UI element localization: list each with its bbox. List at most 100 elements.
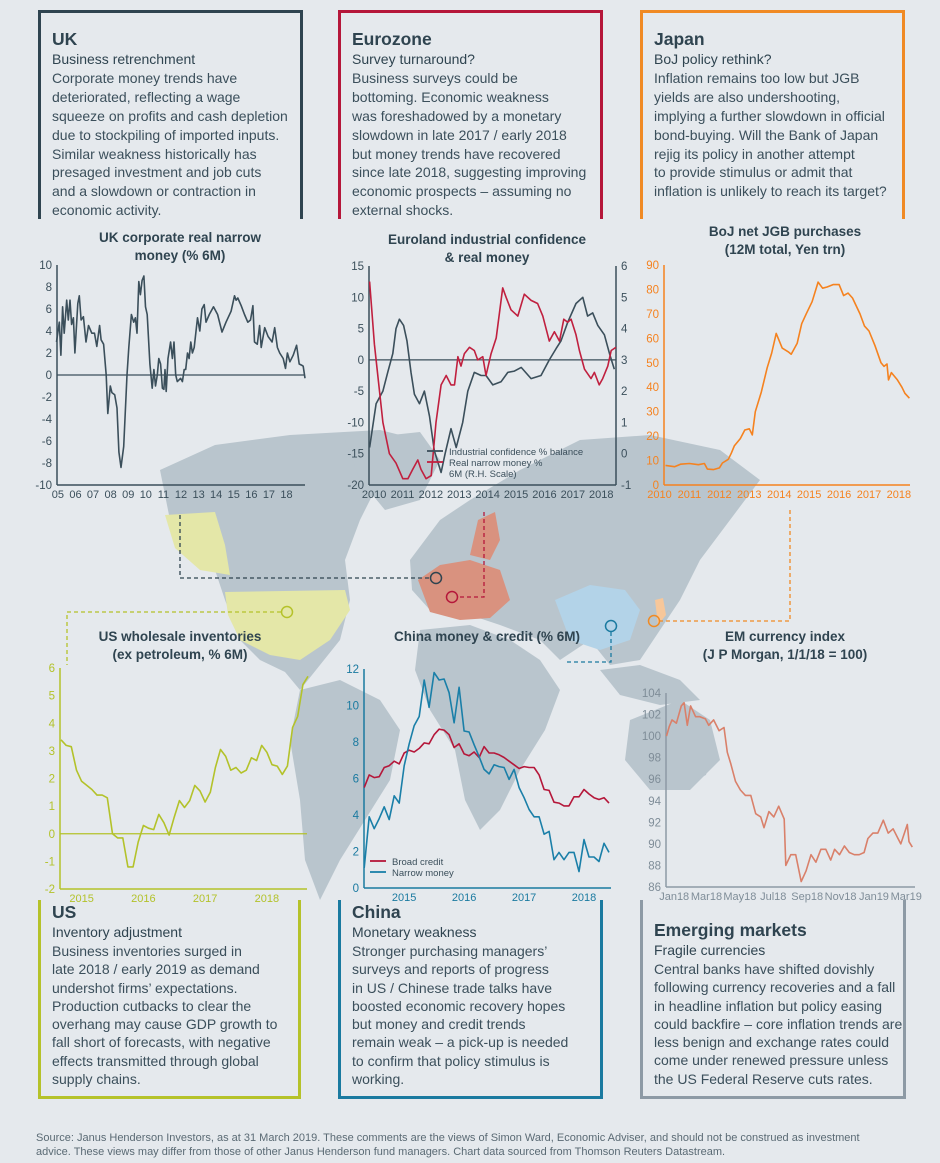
uk-marker-icon xyxy=(429,571,443,585)
y-tick-label: 10 xyxy=(39,260,52,272)
body-line: Business inventories surged in xyxy=(52,943,242,959)
y-tick-label: 2 xyxy=(353,847,359,859)
x-tick-label: 15 xyxy=(228,489,240,501)
body-line: but money and credit trends xyxy=(352,1016,526,1033)
y-tick-label: -2 xyxy=(45,884,55,896)
japan-series-line-0 xyxy=(665,281,910,471)
japan-chart: BoJ net JGB purchases (12M total, Yen trn… xyxy=(646,224,911,501)
body-line: undershot firms’ expectations. xyxy=(52,979,238,996)
y-tick-label: 10 xyxy=(346,701,359,713)
body-line: but money trends have recovered xyxy=(352,145,561,162)
y-tick-label: 70 xyxy=(646,309,659,321)
y-tick-label: 80 xyxy=(646,284,659,296)
africa xyxy=(415,625,560,830)
body-line: squeeze on profits and cash depletion xyxy=(52,107,288,124)
china-series-line-0 xyxy=(363,728,610,807)
em-chart: EM currency index (J P Morgan, 1/1/18 = 1… xyxy=(642,629,922,903)
em-heading: Emerging markets xyxy=(654,920,807,940)
body-line: in US / Chinese trade talks have xyxy=(352,979,552,996)
y-tick-label: 12 xyxy=(346,664,359,676)
y-tick-label: -2 xyxy=(42,392,52,404)
eurozone-chart: Euroland industrial confidence & real mon… xyxy=(347,232,631,501)
body-line: economic activity. xyxy=(52,202,162,219)
southeast-asia xyxy=(600,665,700,705)
body-line: supply chains. xyxy=(52,1071,141,1088)
north-america xyxy=(160,430,420,690)
chart-title: (J P Morgan, 1/1/18 = 100) xyxy=(703,647,867,662)
x-tick-label: Jan19 xyxy=(859,891,889,903)
body-line: bottoming. Economic weakness xyxy=(352,88,549,105)
body-line: late 2018 / early 2019 as demand xyxy=(52,961,260,978)
legend-label: 6M (R.H. Scale) xyxy=(449,469,517,480)
y-tick-label: 0 xyxy=(358,355,364,367)
body-line: the US Federal Reserve cuts rates. xyxy=(654,1070,873,1087)
y-tick-label: -4 xyxy=(42,414,53,426)
uk-heading: UK xyxy=(52,29,78,49)
em-series-line-0 xyxy=(665,701,913,883)
body-line: implying a further slowdown in official xyxy=(654,107,885,124)
uk-series-line-0 xyxy=(55,275,306,469)
y-tick-label: 10 xyxy=(646,456,659,468)
eurozone-body: Business surveys could be bottoming. Econ… xyxy=(341,69,600,220)
body-line: effects transmitted through global xyxy=(52,1052,259,1069)
us-subheading: Inventory adjustment xyxy=(52,924,182,940)
y-tick-label: 6 xyxy=(353,774,359,786)
body-line: to provide stimulus or admit that xyxy=(654,164,853,181)
body-line: bond-buying. Will the Bank of Japan xyxy=(654,126,879,143)
japan-body: Inflation remains too low but JGB yields … xyxy=(643,69,902,201)
chart-title: China money & credit (% 6M) xyxy=(394,629,580,644)
eurozone-subheading: Survey turnaround? xyxy=(352,51,475,67)
china-box: China Monetary weakness Stronger purchas… xyxy=(338,900,603,1099)
body-line: since late 2018, suggesting improving xyxy=(352,164,587,181)
y-tick-label: 8 xyxy=(353,737,359,749)
y-tick-label: -6 xyxy=(42,436,52,448)
chart-title: Euroland industrial confidence xyxy=(388,232,587,247)
body-line: come under renewed pressure unless xyxy=(654,1052,889,1069)
body-line: fall short of forecasts, with negative xyxy=(52,1034,271,1051)
x-tick-label: 09 xyxy=(122,489,134,501)
x-tick-label: 10 xyxy=(140,489,152,501)
us-leader-line xyxy=(66,611,281,665)
x-tick-label: 2014 xyxy=(475,489,499,501)
y2-tick-label: 3 xyxy=(621,355,627,367)
y-tick-label: 94 xyxy=(648,796,661,808)
uk-leader-line xyxy=(179,515,430,579)
china-subheading: Monetary weakness xyxy=(352,924,477,940)
y-tick-label: 5 xyxy=(358,324,364,336)
source-footnote: Source: Janus Henderson Investors, as at… xyxy=(36,1131,916,1159)
y-tick-label: 5 xyxy=(49,691,55,703)
y-tick-label: 10 xyxy=(351,292,364,304)
australia xyxy=(625,700,720,790)
body-line: surveys and reports of progress xyxy=(352,961,549,978)
japan-subheading: BoJ policy rethink? xyxy=(654,51,772,67)
x-tick-label: 2015 xyxy=(69,893,93,905)
body-line: less benign and exchange rates could xyxy=(654,1034,890,1051)
legend-label: Narrow money xyxy=(392,868,454,879)
x-tick-label: 2018 xyxy=(589,489,613,501)
y-tick-label: -10 xyxy=(347,417,364,429)
body-line: was foreshadowed by a monetary xyxy=(352,107,562,124)
y-tick-label: 104 xyxy=(642,688,662,700)
legend-label: Broad credit xyxy=(392,857,444,868)
uk-box: UK Business retrenchment Corporate money… xyxy=(38,10,303,219)
x-tick-label: 2017 xyxy=(193,893,217,905)
y-tick-label: 98 xyxy=(648,753,661,765)
y-tick-label: 2 xyxy=(49,774,55,786)
x-tick-label: 2012 xyxy=(419,489,443,501)
eurozone-box: Eurozone Survey turnaround? Business sur… xyxy=(338,10,603,219)
x-tick-label: 2017 xyxy=(857,489,881,501)
x-tick-label: 2017 xyxy=(561,489,585,501)
y-tick-label: -8 xyxy=(42,458,52,470)
em-subheading: Fragile currencies xyxy=(654,942,766,958)
x-tick-label: 2016 xyxy=(827,489,851,501)
chart-title: BoJ net JGB purchases xyxy=(709,224,861,239)
y-tick-label: -10 xyxy=(35,480,52,492)
x-tick-label: 2010 xyxy=(362,489,386,501)
us-marker-icon xyxy=(280,605,294,619)
x-tick-label: Mar19 xyxy=(891,891,922,903)
us-series-line-0 xyxy=(60,675,309,868)
uk-chart: UK corporate real narrow money (% 6M) 10 8 6… xyxy=(35,230,306,501)
y-tick-label: -15 xyxy=(347,449,364,461)
chart-title: US wholesale inventories xyxy=(99,629,262,644)
legend-label: Industrial confidence % balance xyxy=(449,447,583,458)
